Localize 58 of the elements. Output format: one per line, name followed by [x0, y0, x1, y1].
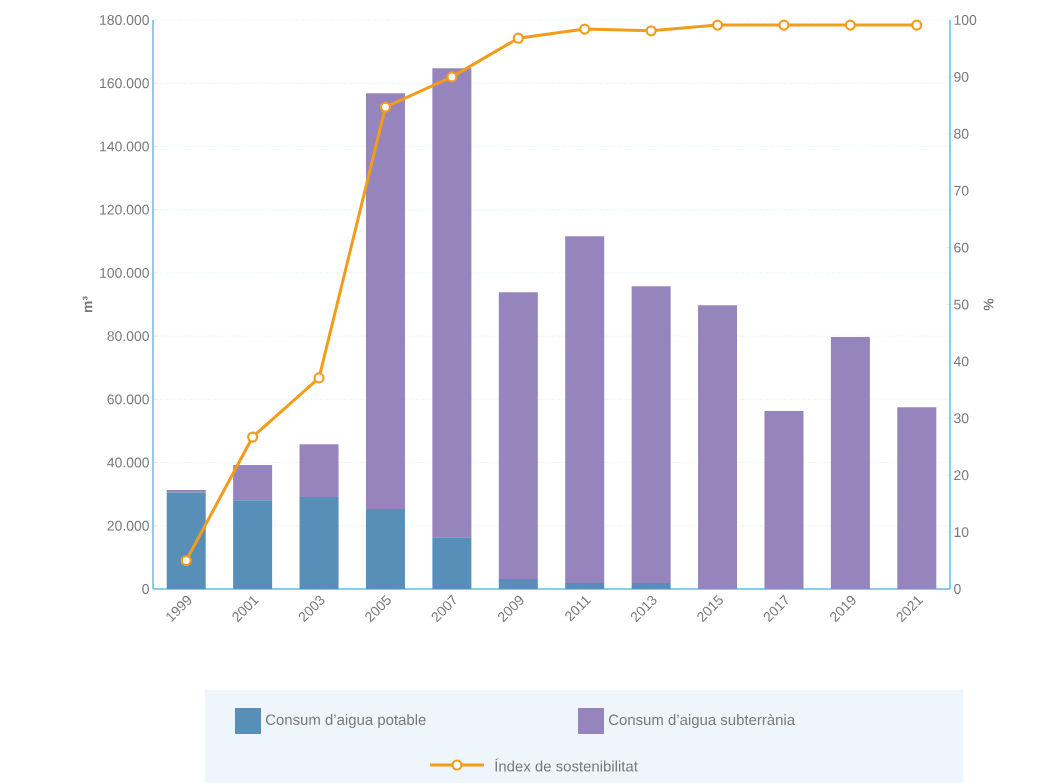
- bar: [498, 292, 538, 579]
- y-tick-label: 120.000: [100, 204, 149, 215]
- y2-tick-label: 10: [954, 527, 969, 538]
- y2-tick-label: 30: [954, 413, 969, 424]
- y-tick-label: 40.000: [107, 457, 149, 468]
- legend-label: Consum d’aigua subterrània: [608, 713, 796, 729]
- point: [313, 372, 325, 384]
- bar: [631, 582, 671, 589]
- y2-tick-label: 80: [954, 128, 969, 139]
- y2-axis-title: %: [983, 298, 994, 311]
- bar: [565, 582, 605, 589]
- y-tick-label: 100.000: [100, 267, 149, 278]
- y2-tick-label: 20: [954, 470, 969, 481]
- legend-label: Índex de sostenibilitat: [495, 758, 638, 772]
- bar: [166, 490, 206, 493]
- bar: [698, 305, 738, 589]
- point: [911, 19, 923, 31]
- point: [844, 19, 856, 31]
- y-tick-label: 60.000: [107, 394, 149, 405]
- y2-tick-label: 100: [954, 15, 977, 25]
- y-tick-label: 160.000: [100, 78, 149, 89]
- bar: [830, 337, 870, 589]
- bar: [166, 492, 206, 589]
- bar: [897, 407, 937, 589]
- point: [778, 19, 790, 31]
- y2-tick-label: 60: [954, 242, 969, 253]
- point: [379, 101, 392, 113]
- bar: [432, 537, 472, 589]
- y2-tick-label: 70: [954, 185, 969, 196]
- bar: [764, 411, 804, 589]
- bar: [299, 497, 339, 589]
- point: [711, 19, 724, 31]
- point: [247, 431, 259, 443]
- point: [446, 71, 458, 83]
- legend-label: Consum d’aigua potable: [265, 714, 426, 728]
- y2-tick-label: 90: [954, 71, 969, 82]
- point: [645, 25, 657, 37]
- bar: [498, 578, 538, 589]
- bar: [432, 68, 472, 538]
- bar: [233, 500, 273, 589]
- y2-tick-label: 50: [954, 299, 969, 310]
- bar: [631, 286, 671, 583]
- bar: [565, 236, 605, 583]
- bar: [365, 509, 405, 589]
- y-tick-label: 180.000: [100, 15, 149, 25]
- bar: [365, 93, 405, 510]
- y2-tick-label: 40: [953, 356, 969, 367]
- point: [180, 554, 192, 567]
- y-tick-label: 140.000: [100, 141, 149, 152]
- bar: [299, 444, 339, 498]
- y-axis-title: m³: [82, 296, 93, 313]
- point: [512, 32, 524, 44]
- y2-tick-label: 0: [954, 584, 961, 594]
- y-tick-label: 0: [142, 584, 149, 594]
- point: [579, 23, 591, 35]
- y-tick-label: 20.000: [107, 520, 149, 531]
- bar: [233, 465, 273, 501]
- y-tick-label: 80.000: [107, 331, 149, 342]
